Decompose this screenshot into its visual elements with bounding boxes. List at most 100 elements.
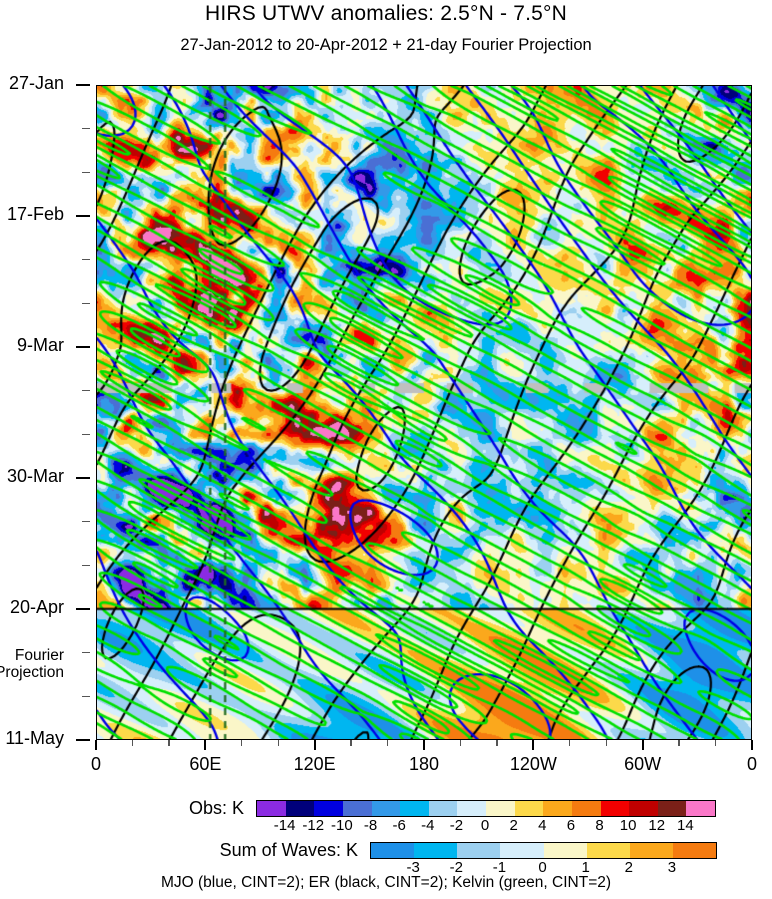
colorbar-tick-label: 1 — [581, 859, 590, 876]
colorbar-tick-label: 3 — [667, 859, 677, 876]
colorbar-swatch — [586, 843, 630, 858]
y-axis-tick-minor — [82, 171, 90, 174]
colorbar-swatch — [514, 801, 544, 816]
colorbar-tick-label: -8 — [363, 817, 378, 834]
x-axis-tick-major — [641, 740, 644, 750]
fourier-note-line2: Projection — [0, 663, 64, 681]
colorbar-tick-label: 4 — [538, 817, 547, 834]
x-axis-tick-minor — [277, 740, 279, 746]
y-axis-tick-minor — [82, 389, 90, 392]
colorbar-swatch — [314, 801, 343, 816]
x-axis-tick-minor — [386, 740, 389, 746]
colorbar-tick-label: 8 — [595, 817, 604, 834]
colorbar-swatch — [571, 801, 601, 816]
y-axis: 27-Jan 17-Feb 9-Mar 30-Mar 20-Apr 11-May Fouri… — [0, 74, 90, 747]
colorbar-title: Sum of Waves: K — [219, 840, 358, 860]
y-axis-tick-major — [76, 346, 90, 348]
colorbar-tick-label: -2 — [449, 817, 464, 834]
colorbar-swatch — [500, 843, 544, 858]
x-axis-tick-minor — [678, 740, 680, 746]
colorbar-tick-label: -6 — [392, 817, 406, 834]
colorbar-swatches — [370, 842, 717, 859]
colorbar-tick-label: 12 — [648, 817, 666, 834]
page-subtitle: 27-Jan-2012 to 20-Apr-2012 + 21-day Four… — [180, 36, 592, 54]
x-axis-tick-minor — [241, 740, 243, 746]
x-axis-tick-minor — [605, 740, 607, 746]
colorbar-swatch — [400, 801, 429, 816]
y-axis-label: 9-Mar — [16, 335, 64, 355]
colorbar-tick-label: -10 — [331, 817, 353, 834]
y-axis-label: 20-Apr — [9, 597, 64, 617]
x-axis-label: 60E — [189, 754, 222, 774]
colorbar-tick-label: 0 — [538, 859, 547, 876]
x-axis-label: 120E — [293, 754, 336, 774]
colorbar-swatch — [457, 843, 501, 858]
y-axis-tick-minor — [82, 127, 90, 130]
colorbar-swatch — [629, 843, 673, 858]
colorbar-swatch — [414, 843, 458, 858]
colorbar-tick-label: -2 — [449, 859, 463, 876]
x-axis: 0 60E 120E 180 120W 60W 0 — [91, 740, 757, 780]
y-axis-tick-minor — [82, 651, 90, 654]
colorbar-swatches — [256, 800, 716, 817]
colorbar-swatch — [672, 843, 716, 858]
y-axis-label: 30-Mar — [6, 466, 64, 486]
y-axis-tick-minor — [82, 258, 90, 261]
colorbar-tick-label: 6 — [566, 817, 576, 834]
colorbar-tick-label: 2 — [509, 817, 518, 834]
y-axis-tick-major — [76, 477, 90, 479]
y-axis-tick-minor — [82, 564, 90, 567]
colorbar-swatch — [629, 801, 658, 816]
colorbar-tick-label: 0 — [480, 817, 490, 834]
colorbar-swatch — [486, 801, 515, 816]
x-axis-tick-minor — [714, 740, 717, 746]
y-axis-tick-major — [76, 84, 90, 86]
page-title: HIRS UTWV anomalies: 2.5°N - 7.5°N — [204, 2, 568, 25]
x-axis-tick-major — [423, 740, 425, 750]
colorbar-swatch — [428, 801, 458, 816]
colorbar-swatch — [543, 843, 587, 858]
x-axis-tick-minor — [131, 740, 134, 746]
colorbar-swatch — [686, 801, 715, 816]
y-axis-label: 11-May — [5, 728, 64, 748]
x-axis-label: 0 — [746, 754, 758, 774]
colorbar-tick-label: 14 — [677, 817, 694, 834]
x-axis-tick-major — [313, 740, 316, 750]
x-axis-tick-minor — [168, 740, 170, 746]
colorbar-title: Obs: K — [188, 798, 244, 818]
colorbar-tick-label: -14 — [273, 817, 296, 834]
colorbar-swatch — [543, 801, 572, 816]
x-axis-tick-minor — [569, 740, 571, 746]
fourier-note-line1: Fourier — [14, 646, 64, 664]
x-axis-tick-major — [204, 740, 207, 750]
y-axis-tick-major — [76, 215, 90, 217]
y-axis-tick-major — [76, 608, 90, 610]
colorbar-tick-label: 2 — [624, 859, 633, 876]
colorbar-swatch — [371, 843, 415, 858]
colorbar-swatch — [457, 801, 486, 816]
colorbar-sum-of-waves: Sum of Waves: K -3 -2 -1 0 1 2 3 — [0, 840, 772, 880]
colorbar-swatch — [342, 801, 372, 816]
colorbar-tick-label: -1 — [492, 859, 507, 876]
y-axis-tick-major — [76, 739, 90, 741]
colorbar-tick-label: -3 — [406, 859, 420, 876]
y-axis-label: 27-Jan — [8, 73, 64, 93]
x-axis-tick-minor — [459, 740, 462, 746]
y-axis-tick-minor — [82, 695, 90, 698]
fourier-projection-note: Fourier Projection — [0, 647, 64, 681]
colorbar-tick-labels: -14 -12 -10 -8 -6 -4 -2 0 2 4 6 8 10 12 14 — [256, 817, 714, 834]
colorbar-swatch — [657, 801, 687, 816]
hovmoller-plot — [96, 85, 752, 740]
x-axis-tick-major — [532, 740, 535, 750]
x-axis-tick-minor — [350, 740, 352, 746]
colorbar-swatch — [371, 801, 401, 816]
x-axis-label: 0 — [90, 754, 102, 774]
x-axis-label: 180 — [408, 754, 440, 774]
colorbar-tick-label: -4 — [421, 817, 435, 834]
colorbar-swatch — [600, 801, 630, 816]
colorbar-tick-label: -12 — [302, 817, 325, 834]
y-axis-tick-minor — [82, 520, 90, 523]
colorbar-swatch — [257, 801, 286, 816]
overlay-legend-caption: MJO (blue, CINT=2); ER (black, CINT=2); … — [160, 874, 612, 891]
y-axis-tick-minor — [82, 302, 90, 305]
